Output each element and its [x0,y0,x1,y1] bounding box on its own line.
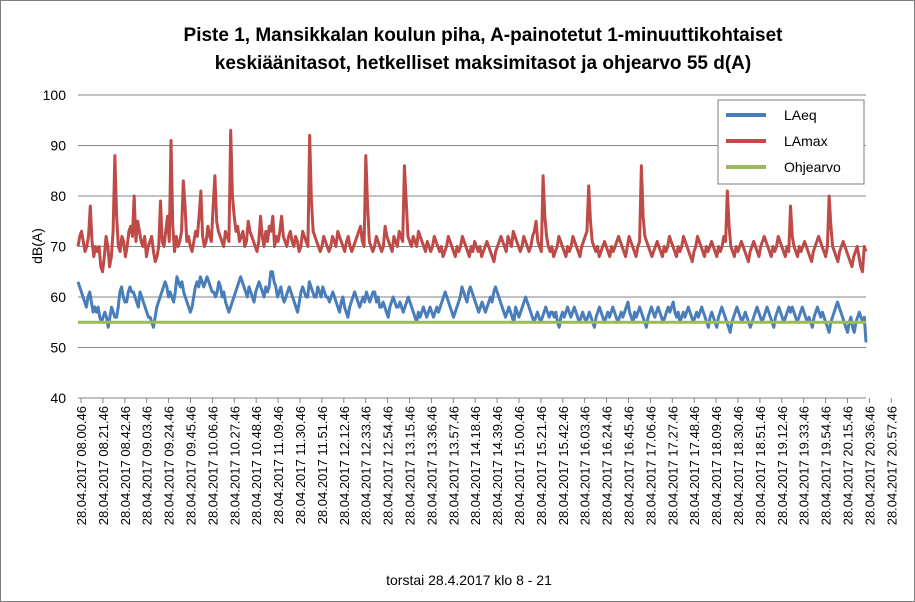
x-tick-label: 28.04.2017 15.21.46 [534,406,549,525]
x-tick-label: 28.04.2017 15.00.46 [512,406,527,525]
x-tick-label: 28.04.2017 14.39.46 [490,406,505,525]
x-tick-label: 28.04.2017 14.18.46 [468,406,483,525]
y-tick-label: 80 [50,188,66,204]
y-tick-label: 40 [50,390,66,406]
y-tick-label: 70 [50,239,66,255]
legend-label-lamax: LAmax [784,133,828,149]
x-tick-label: 28.04.2017 09.45.46 [184,406,199,525]
x-tick-label: 28.04.2017 16.24.46 [600,406,615,525]
series-line-lamax [76,128,868,274]
x-tick-label: 28.04.2017 17.27.46 [665,406,680,525]
chart-title-line-1: Piste 1, Mansikkalan koulun piha, A-pain… [184,25,784,46]
legend-label-ohjearvo: Ohjearvo [784,159,841,175]
x-tick-label: 28.04.2017 12.54.46 [381,406,396,525]
x-tick-label: 28.04.2017 20.57.46 [884,406,899,525]
x-tick-label: 28.04.2017 13.36.46 [424,406,439,525]
x-axis-label: torstai 28.4.2017 klo 8 - 21 [386,572,552,588]
legend: LAeq LAmax Ohjearvo [717,99,865,185]
x-tick-label: 28.04.2017 20.36.46 [862,406,877,525]
x-tick-label: 28.04.2017 20.15.46 [841,406,856,525]
x-tick-label: 28.04.2017 09.03.46 [140,406,155,525]
x-tick-label: 28.04.2017 10.48.46 [249,406,264,525]
x-tick-label: 28.04.2017 13.15.46 [403,406,418,525]
x-tick-label: 28.04.2017 08.21.46 [96,406,111,525]
legend-label-laeq: LAeq [784,107,817,123]
series-layer [76,128,868,343]
x-tick-labels: 28.04.2017 08.00.46 28.04.2017 08.21.46 28… [74,398,899,525]
x-tick-label: 28.04.2017 09.24.46 [162,406,177,525]
x-tick-label: 28.04.2017 15.42.46 [556,406,571,525]
y-axis-label: dB(A) [29,228,45,264]
x-tick-label: 28.04.2017 10.27.46 [227,406,242,525]
x-tick-label: 28.04.2017 12.12.46 [337,406,352,525]
x-tick-label: 28.04.2017 17.06.46 [643,406,658,525]
x-tick-label: 28.04.2017 18.30.46 [731,406,746,525]
chart-title-line-2: keskiäänitasot, hetkelliset maksimitasot… [215,53,751,74]
x-tick-label: 28.04.2017 08.42.46 [118,406,133,525]
x-tick-label: 28.04.2017 08.00.46 [74,406,89,525]
x-tick-label: 28.04.2017 17.48.46 [687,406,702,525]
y-tick-label: 100 [43,87,67,103]
y-tick-label: 90 [50,138,66,154]
x-tick-label: 28.04.2017 19.12.46 [775,406,790,525]
x-tick-label: 28.04.2017 19.33.46 [797,406,812,525]
x-tick-label: 28.04.2017 10.06.46 [205,406,220,525]
x-tick-label: 28.04.2017 12.33.46 [359,406,374,525]
y-tick-label: 60 [50,289,66,305]
x-tick-label: 28.04.2017 16.03.46 [578,406,593,525]
x-tick-label: 28.04.2017 11.51.46 [315,406,330,524]
x-tick-label: 28.04.2017 19.54.46 [819,406,834,525]
y-tick-labels: 40 50 60 70 80 90 100 [43,87,67,406]
x-tick-label: 28.04.2017 13.57.46 [446,406,461,525]
series-line-laeq [76,270,868,343]
x-tick-label: 28.04.2017 18.51.46 [753,406,768,525]
x-tick-label: 28.04.2017 16.45.46 [622,406,637,525]
x-tick-label: 28.04.2017 11.09.46 [271,406,286,524]
x-tick-label: 28.04.2017 11.30.46 [293,406,308,524]
y-tick-label: 50 [50,340,66,356]
x-tick-label: 28.04.2017 18.09.46 [709,406,724,525]
